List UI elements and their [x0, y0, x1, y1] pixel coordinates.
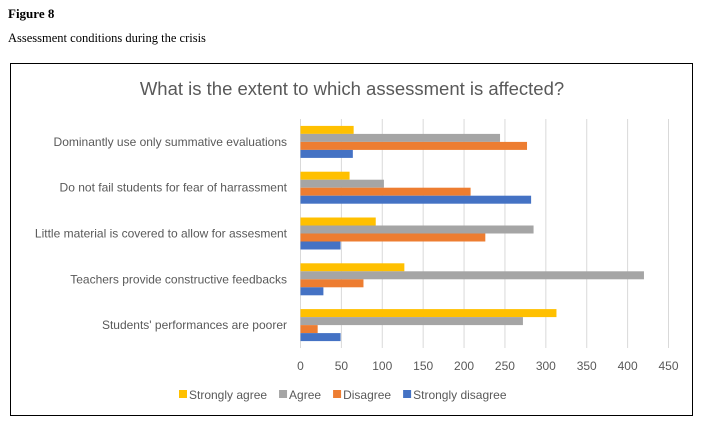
category-label: Do not fail students for fear of harrass…	[60, 181, 288, 195]
legend-label: Strongly disagree	[413, 388, 507, 402]
x-tick-labels: 0 50 100 150 200 250 300 350 400 450	[297, 359, 679, 373]
bar-strongly-disagree	[300, 241, 341, 250]
bar-strongly-agree	[300, 217, 376, 226]
bar-disagree	[300, 279, 364, 288]
legend-item-disagree: Disagree	[333, 388, 391, 402]
legend-swatch	[403, 390, 412, 398]
bar-agree	[300, 133, 501, 142]
x-tick-label: 450	[658, 359, 678, 373]
category-label: Students' performances are poorer	[102, 318, 287, 332]
x-tick-label: 300	[536, 359, 556, 373]
bar-strongly-agree	[300, 171, 350, 180]
figure-caption: Assessment conditions during the crisis	[8, 31, 206, 45]
chart-title: What is the extent to which assessment i…	[140, 78, 564, 99]
x-tick-label: 100	[372, 359, 392, 373]
x-tick-label: 250	[495, 359, 515, 373]
x-tick-label: 200	[454, 359, 474, 373]
bar-disagree	[300, 141, 528, 150]
bar-disagree	[300, 187, 471, 196]
legend-label: Strongly agree	[189, 388, 267, 402]
legend-item-strongly-disagree: Strongly disagree	[403, 388, 507, 402]
bar-agree	[300, 179, 384, 188]
category-label: Little material is covered to allow for …	[35, 227, 288, 241]
x-tick-label: 400	[618, 359, 638, 373]
bar-strongly-disagree	[300, 287, 324, 296]
x-tick-label: 150	[413, 359, 433, 373]
bar-disagree	[300, 325, 318, 334]
bar-strongly-agree	[300, 125, 354, 134]
x-tick-label: 50	[335, 359, 349, 373]
legend-item-strongly-agree: Strongly agree	[179, 388, 267, 402]
bar-strongly-disagree	[300, 195, 532, 204]
bar-agree	[300, 317, 523, 326]
bar-strongly-agree	[300, 263, 405, 272]
bar-agree	[300, 271, 644, 280]
x-tick-label: 350	[577, 359, 597, 373]
legend-label: Disagree	[343, 388, 391, 402]
category-labels: Dominantly use only summative evaluation…	[35, 135, 288, 332]
category-label: Dominantly use only summative evaluation…	[54, 135, 287, 149]
bar-disagree	[300, 233, 486, 242]
category-label: Teachers provide constructive feedbacks	[70, 272, 287, 286]
x-tick-label: 0	[297, 359, 304, 373]
bars	[300, 125, 644, 342]
legend-swatch	[333, 390, 342, 398]
bar-strongly-disagree	[300, 149, 353, 158]
bar-agree	[300, 225, 534, 234]
figure-label: Figure 8	[8, 6, 55, 21]
legend-label: Agree	[289, 388, 321, 402]
bar-strongly-agree	[300, 309, 557, 318]
legend-item-agree: Agree	[279, 388, 321, 402]
legend-swatch	[279, 390, 288, 398]
bar-strongly-disagree	[300, 333, 341, 342]
legend: Strongly agree Agree Disagree Strongly disa…	[179, 388, 507, 402]
legend-swatch	[179, 390, 187, 398]
